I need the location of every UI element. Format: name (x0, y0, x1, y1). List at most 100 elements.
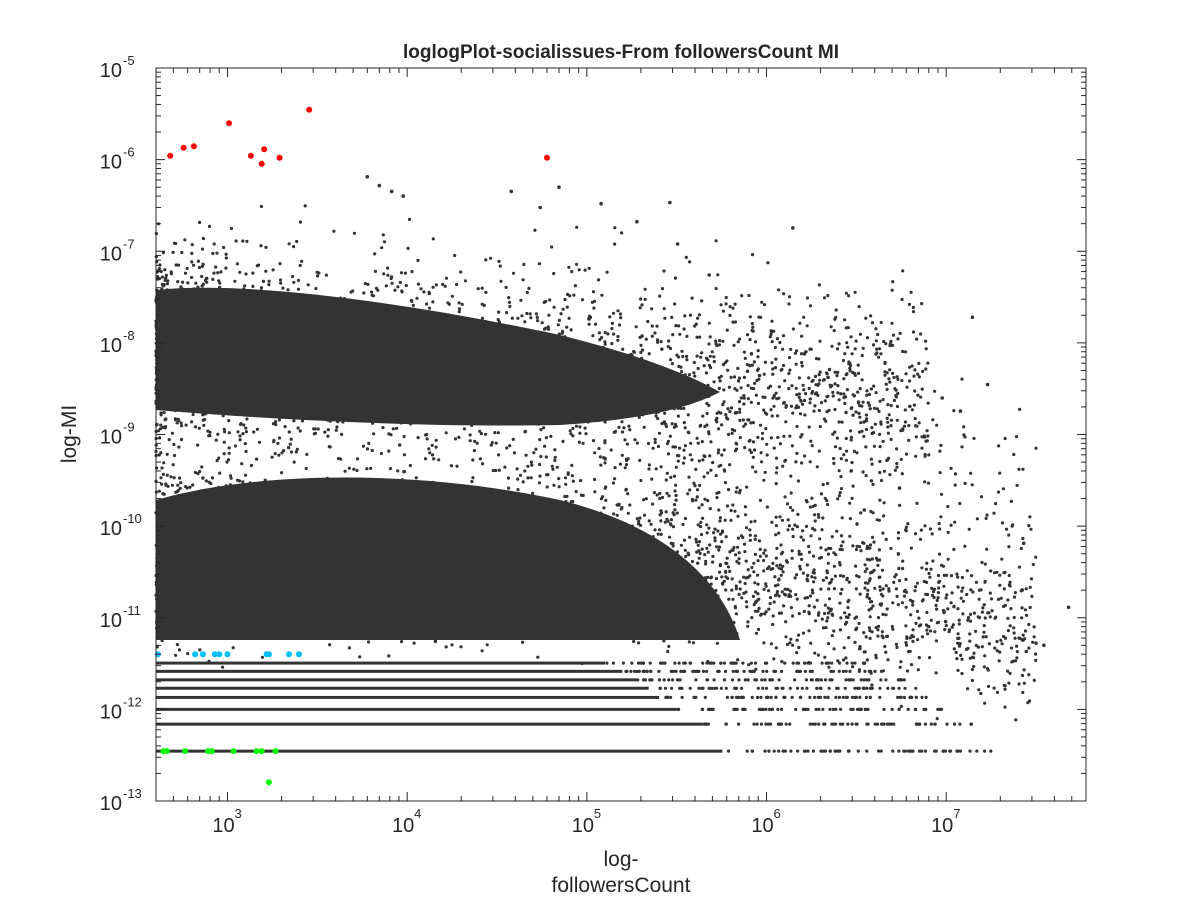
cloud-point (819, 587, 823, 591)
cloud-point (225, 554, 229, 558)
cloud-point (166, 591, 170, 595)
cloud-point (255, 605, 259, 609)
cloud-point (360, 383, 364, 387)
cloud-point (235, 352, 240, 356)
cloud-point (449, 541, 454, 545)
cloud-point (904, 590, 909, 594)
cloud-point (1020, 616, 1024, 620)
cloud-point (220, 631, 224, 635)
cloud-point (761, 558, 766, 563)
cloud-point (571, 434, 575, 438)
cloud-point (381, 602, 385, 606)
cloud-point (500, 538, 504, 542)
cloud-point (387, 572, 391, 576)
cloud-point (762, 641, 766, 645)
cloud-point (450, 502, 454, 506)
cloud-point (800, 461, 804, 465)
cloud-point (297, 339, 301, 343)
cloud-point (353, 575, 357, 579)
cloud-point (890, 321, 894, 325)
cloud-point (396, 469, 400, 473)
cloud-point (540, 548, 544, 552)
cloud-point (267, 279, 271, 283)
cloud-point (224, 252, 228, 256)
cloud-point (457, 611, 461, 615)
cloud-point (318, 388, 322, 392)
cloud-point (707, 342, 711, 346)
cloud-point (646, 441, 651, 446)
cloud-point (656, 417, 660, 421)
cloud-point (970, 574, 974, 578)
cloud-point (296, 278, 301, 282)
cloud-point (202, 423, 206, 427)
cloud-point (198, 351, 203, 355)
cloud-point (230, 402, 234, 407)
cloud-point (750, 749, 754, 753)
cloud-point (217, 353, 222, 358)
cloud-point (925, 610, 929, 615)
cloud-point (404, 336, 408, 340)
cloud-point (262, 566, 266, 571)
cloud-point (934, 671, 938, 675)
cloud-point (738, 337, 742, 341)
cloud-point (190, 319, 194, 323)
cloud-point (374, 593, 378, 598)
cloud-point (919, 332, 923, 336)
cloud-point (248, 338, 252, 342)
cloud-point (258, 290, 262, 295)
cloud-point (897, 749, 901, 753)
cloud-point (717, 343, 722, 347)
cloud-point (430, 520, 434, 524)
cloud-point (496, 318, 500, 322)
cloud-point (709, 582, 713, 586)
cloud-point (257, 581, 261, 585)
cloud-point (328, 481, 332, 485)
cloud-point (894, 388, 898, 392)
cloud-point (894, 573, 898, 577)
cloud-point (288, 370, 292, 374)
cloud-point (545, 507, 549, 511)
cloud-point (678, 446, 682, 450)
cloud-point (636, 371, 640, 375)
cloud-point (315, 373, 319, 377)
cloud-point (524, 360, 528, 364)
cloud-point (388, 415, 393, 419)
cloud-point (672, 400, 676, 404)
cloud-point (220, 532, 224, 537)
cloud-point (870, 557, 874, 561)
cloud-point (514, 337, 518, 341)
cloud-point (684, 384, 689, 389)
cloud-point (212, 380, 217, 384)
cloud-point (262, 302, 266, 306)
cloud-point (188, 326, 192, 330)
cloud-point (382, 548, 386, 552)
cloud-point (251, 339, 255, 344)
cloud-point (787, 387, 791, 391)
cloud-point (226, 486, 230, 490)
cloud-point (239, 422, 243, 426)
cloud-point (446, 518, 450, 522)
cloud-point (798, 321, 802, 325)
cloud-point (879, 678, 883, 682)
cloud-point (293, 506, 297, 510)
cloud-point (366, 282, 370, 286)
cloud-point (869, 457, 874, 461)
cloud-point (163, 298, 168, 302)
cloud-point (761, 395, 765, 399)
cloud-point (772, 394, 776, 398)
cloud-point (787, 302, 791, 306)
cloud-point (761, 669, 765, 674)
cloud-point (207, 659, 211, 663)
cloud-point (783, 749, 788, 753)
cloud-point (596, 520, 600, 525)
cloud-point (874, 352, 878, 356)
cloud-point (742, 707, 746, 712)
cloud-point (359, 372, 363, 376)
cloud-point (801, 383, 805, 387)
cloud-point (936, 573, 941, 578)
cloud-point (813, 722, 817, 726)
cloud-point (645, 556, 649, 560)
cloud-point (390, 589, 394, 593)
cloud-point (208, 375, 213, 379)
cloud-point (156, 275, 160, 279)
